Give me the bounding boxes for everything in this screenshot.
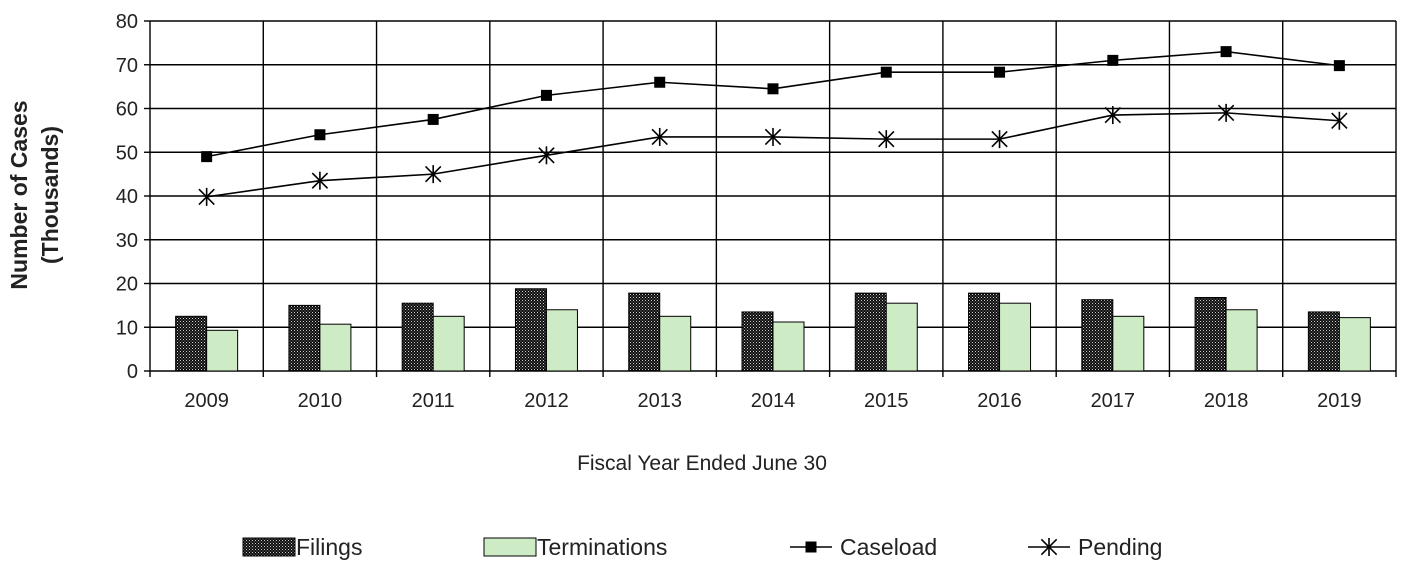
legend-label-terminations: Terminations <box>537 534 667 560</box>
marker-stroke <box>878 130 895 148</box>
x-tick-label: 2010 <box>298 390 343 412</box>
point-caseload <box>880 66 892 78</box>
point-pending <box>651 127 668 146</box>
point-pending <box>538 146 555 165</box>
marker-stroke <box>1217 104 1235 122</box>
point-pending <box>1104 106 1122 125</box>
point-caseload <box>654 76 666 88</box>
bar-terminations <box>319 323 352 372</box>
x-tick-label: 2014 <box>751 390 796 412</box>
y-tick-label: 30 <box>116 230 138 252</box>
bar-terminations <box>1338 317 1371 372</box>
bar-terminations <box>999 302 1032 372</box>
marker-stroke <box>311 172 329 189</box>
x-tick-label: 2015 <box>864 390 909 412</box>
legend-label-caseload: Caseload <box>840 534 937 560</box>
point-pending <box>424 165 442 184</box>
marker-stroke <box>198 188 215 206</box>
point-pending <box>1331 111 1348 130</box>
legend-marker-caseload <box>805 541 817 553</box>
bar-terminations <box>432 315 465 372</box>
y-axis-title-line-1: Number of Cases <box>6 100 32 289</box>
x-axis-title: Fiscal Year Ended June 30 <box>577 452 827 475</box>
marker-stroke <box>991 130 1008 148</box>
axes: 0 10 20 30 40 50 60 70 80 2009 2010 2011 2012 2013 201… <box>116 11 1362 412</box>
bar-filings <box>288 304 321 372</box>
x-tick-label: 2013 <box>637 390 682 412</box>
point-caseload <box>1220 46 1232 58</box>
legend: Filings Terminations Caseload Pending <box>242 534 1162 560</box>
marker-stroke <box>1331 112 1348 129</box>
bar-filings <box>175 315 208 372</box>
bar-filings <box>514 288 547 372</box>
point-pending <box>991 130 1008 149</box>
point-pending <box>198 187 215 206</box>
grid <box>149 20 1397 377</box>
y-tick-label: 0 <box>127 361 138 383</box>
bar-filings <box>968 292 1001 372</box>
bar-terminations <box>1112 315 1145 372</box>
bar-filings <box>854 292 887 372</box>
point-caseload <box>314 129 326 141</box>
marker-stroke <box>1040 538 1058 556</box>
point-pending <box>764 127 782 146</box>
x-tick-label: 2016 <box>977 390 1022 412</box>
legend-label-filings: Filings <box>296 534 362 560</box>
point-caseload <box>201 151 213 163</box>
bar-filings <box>1307 311 1340 372</box>
point-caseload <box>767 83 779 95</box>
y-tick-label: 80 <box>116 11 138 33</box>
marker-stroke <box>538 147 555 164</box>
bar-terminations <box>772 321 805 372</box>
marker-stroke <box>424 165 442 183</box>
marker-stroke <box>1104 106 1122 124</box>
point-caseload <box>427 113 439 125</box>
legend-label-pending: Pending <box>1078 534 1162 560</box>
bar-terminations <box>1225 309 1258 372</box>
bar-filings <box>401 302 434 372</box>
marker-stroke <box>764 128 782 146</box>
y-tick-label: 40 <box>116 186 138 208</box>
x-tick-label: 2019 <box>1317 390 1362 412</box>
point-caseload <box>540 89 552 101</box>
bar-terminations <box>659 315 692 372</box>
x-tick-label: 2012 <box>524 390 569 412</box>
x-tick-label: 2011 <box>412 390 455 412</box>
point-caseload <box>994 66 1006 78</box>
x-tick-label: 2018 <box>1204 390 1249 412</box>
bar-filings <box>628 292 661 372</box>
x-tick-label: 2017 <box>1091 390 1136 412</box>
bar-filings <box>741 311 774 372</box>
y-tick-label: 20 <box>116 274 138 296</box>
lines <box>198 46 1348 206</box>
y-tick-label: 10 <box>116 317 138 339</box>
y-axis-title-line-2: (Thousands) <box>37 126 63 264</box>
bars <box>175 288 1371 372</box>
point-pending <box>1217 103 1235 122</box>
bar-terminations <box>885 302 918 372</box>
legend-swatch-terminations <box>483 537 537 557</box>
marker-stroke <box>651 128 668 146</box>
point-pending <box>311 171 329 190</box>
point-caseload <box>1107 54 1119 66</box>
y-tick-label: 70 <box>116 55 138 77</box>
point-pending <box>878 130 895 149</box>
x-tick-label: 2009 <box>184 390 229 412</box>
legend-marker-pending <box>1040 538 1058 556</box>
bar-terminations <box>545 309 578 372</box>
point-caseload <box>1333 60 1345 72</box>
y-tick-label: 60 <box>116 99 138 121</box>
bar-filings <box>1194 297 1227 372</box>
bar-filings <box>1081 299 1114 372</box>
legend-swatch-filings <box>242 537 296 557</box>
y-tick-label: 50 <box>116 142 138 164</box>
bar-terminations <box>206 329 239 372</box>
